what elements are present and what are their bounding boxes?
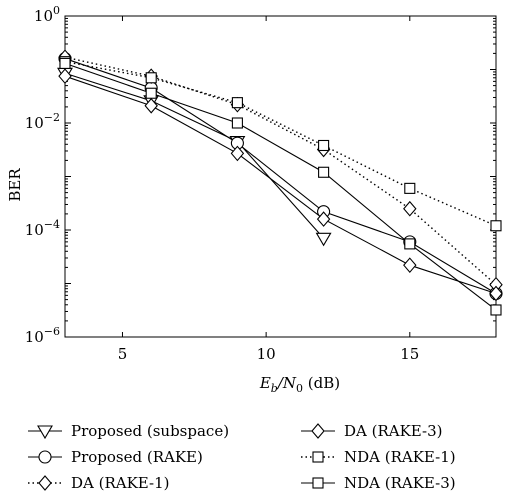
data-point (144, 97, 158, 114)
data-point (489, 285, 503, 302)
data-point (231, 117, 243, 129)
x-axis-label-main: E (259, 374, 271, 392)
y-tick-label: 10−6 (25, 325, 60, 346)
data-point (318, 166, 330, 178)
legend-marker (37, 425, 53, 440)
data-point (231, 97, 243, 109)
y-tick-label: 10−4 (25, 218, 60, 239)
series-line (64, 58, 497, 294)
legend-label: NDA (RAKE-3) (344, 474, 456, 492)
series-2 (58, 52, 503, 301)
legend-entry: Proposed (subspace) (28, 422, 229, 440)
legend-marker (311, 423, 325, 439)
y-axis-label: BER (6, 168, 24, 202)
series-5 (59, 56, 502, 232)
x-tick-label: 10 (257, 345, 276, 363)
legend-marker (312, 451, 324, 463)
legend-label: DA (RAKE-1) (71, 474, 170, 492)
plot-frame (64, 15, 497, 338)
data-point (403, 200, 417, 217)
legend-entry: Proposed (RAKE) (28, 448, 203, 466)
legend-entry: DA (RAKE-1) (28, 474, 170, 492)
data-point (315, 232, 332, 247)
legend-label: Proposed (subspace) (71, 422, 229, 440)
legend-label: DA (RAKE-3) (344, 422, 443, 440)
series-line (64, 62, 497, 311)
legend-marker (38, 475, 52, 491)
series-6 (59, 57, 502, 316)
series-line (64, 60, 497, 227)
data-point (145, 72, 157, 84)
data-point (318, 139, 330, 152)
legend-marker (38, 450, 52, 464)
data-point (490, 220, 502, 232)
x-tick-label: 15 (400, 345, 419, 363)
plot-axes (64, 15, 497, 338)
legend-marker (312, 477, 324, 489)
x-axis-label: Eb/N0 (dB) (259, 374, 340, 395)
series-4 (58, 68, 503, 302)
tick-labels: 5 10 15 100 10−2 10−4 10−6 (25, 4, 420, 363)
y-tick-label: 10−2 (25, 111, 60, 132)
series-layer (57, 49, 503, 316)
legend-label: Proposed (RAKE) (71, 448, 203, 466)
x-axis-label-mid: /N (276, 374, 297, 392)
data-point (59, 57, 71, 69)
data-point (404, 238, 416, 250)
data-point (316, 211, 331, 227)
data-point (145, 87, 157, 99)
series-line (64, 75, 497, 295)
x-axis-label-sub1: b (271, 382, 278, 395)
series-1 (57, 67, 332, 247)
series-3 (58, 49, 503, 293)
data-point (58, 68, 72, 85)
x-tick-label: 5 (118, 345, 128, 363)
series-line (64, 72, 325, 239)
data-point (230, 145, 245, 162)
legend-entry: DA (RAKE-3) (301, 422, 443, 440)
legend: Proposed (subspace) Proposed (RAKE) DA (RA… (28, 422, 456, 492)
legend-label: NDA (RAKE-1) (344, 448, 456, 466)
legend-entry: NDA (RAKE-1) (301, 448, 456, 466)
data-point (403, 257, 417, 274)
data-point (404, 182, 416, 194)
x-axis-label-sub2: 0 (296, 382, 303, 395)
data-point (490, 304, 502, 316)
y-tick-label: 100 (34, 4, 60, 25)
x-axis-label-unit: (dB) (303, 374, 340, 392)
legend-entry: NDA (RAKE-3) (301, 474, 456, 492)
series-line (64, 56, 497, 286)
